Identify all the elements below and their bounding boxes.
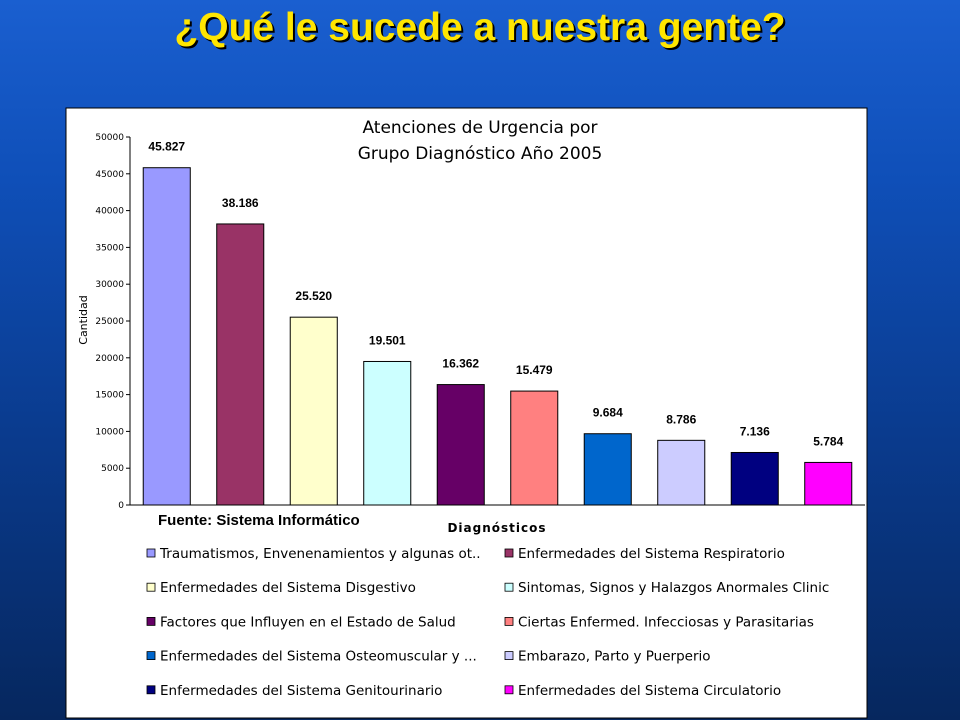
legend-label: Factores que Influyen en el Estado de Sa… (160, 614, 456, 630)
data-label: 38.186 (222, 196, 259, 210)
data-label: 45.827 (148, 140, 185, 154)
legend-label: Traumatismos, Envenenamientos y algunas … (159, 546, 481, 562)
y-tick-label: 5000 (101, 464, 124, 474)
legend-swatch (146, 582, 156, 592)
data-label: 7.136 (740, 424, 770, 438)
y-tick-label: 30000 (95, 280, 124, 290)
y-axis-title: Cantidad (77, 295, 90, 344)
legend-label: Ciertas Enfermed. Infecciosas y Parasita… (518, 614, 814, 630)
legend-label: Enfermedades del Sistema Circulatorio (518, 683, 781, 699)
legend-label: Enfermedades del Sistema Disgestivo (160, 580, 416, 596)
y-tick-label: 50000 (95, 133, 124, 143)
bar (363, 360, 412, 506)
chart-title-line1: Atenciones de Urgencia por (362, 118, 597, 138)
source-label: Fuente: Sistema Informático (158, 512, 360, 529)
legend-swatch (146, 651, 156, 660)
bar (216, 223, 265, 506)
y-tick-label: 10000 (95, 427, 124, 437)
legend-swatch (504, 548, 514, 558)
data-label: 15.479 (516, 363, 553, 377)
data-label: 9.684 (593, 406, 623, 420)
y-tick-label: 35000 (95, 243, 124, 253)
legend-swatch (504, 685, 514, 695)
legend-swatch (146, 685, 156, 695)
chart-title-line2: Grupo Diagnóstico Año 2005 (358, 144, 603, 164)
data-label: 8.786 (666, 412, 696, 426)
data-label: 25.520 (295, 289, 332, 303)
y-tick-label: 15000 (95, 391, 124, 401)
bar (289, 316, 338, 506)
bar (142, 167, 191, 506)
data-label: 19.501 (369, 333, 406, 347)
legend-swatch (146, 617, 156, 626)
y-tick-label: 25000 (95, 317, 124, 327)
legend-label: Enfermedades del Sistema Respiratorio (518, 546, 785, 562)
legend-label: Enfermedades del Sistema Osteomuscular y… (160, 649, 477, 665)
data-label: 5.784 (813, 434, 843, 448)
bar (804, 461, 853, 506)
x-axis-title: Diagnósticos (447, 521, 546, 535)
legend-label: Enfermedades del Sistema Genitourinario (160, 683, 442, 699)
bar (583, 433, 632, 506)
legend-swatch (146, 548, 156, 558)
legend-swatch (504, 617, 514, 626)
legend-label: Sintomas, Signos y Halazgos Anormales Cl… (518, 580, 829, 596)
bar (657, 439, 706, 506)
bar (436, 384, 485, 506)
data-label: 16.362 (442, 357, 479, 371)
y-tick-label: 40000 (95, 207, 124, 217)
slide-title: ¿Qué le sucede a nuestra gente? (174, 6, 786, 49)
bar (510, 390, 559, 506)
y-tick-label: 45000 (95, 170, 124, 180)
y-tick-label: 0 (118, 501, 124, 511)
y-tick-label: 20000 (95, 354, 124, 364)
data-labels: 45.827 38.186 25.520 19.501 16.362 15.479 9.68… (148, 140, 843, 449)
bars (142, 167, 853, 506)
legend-swatch (504, 582, 514, 592)
legend-swatch (504, 651, 514, 660)
bar (730, 451, 779, 506)
legend: Traumatismos, Envenenamientos y algunas … (146, 546, 829, 699)
legend-label: Embarazo, Parto y Puerperio (518, 649, 711, 665)
